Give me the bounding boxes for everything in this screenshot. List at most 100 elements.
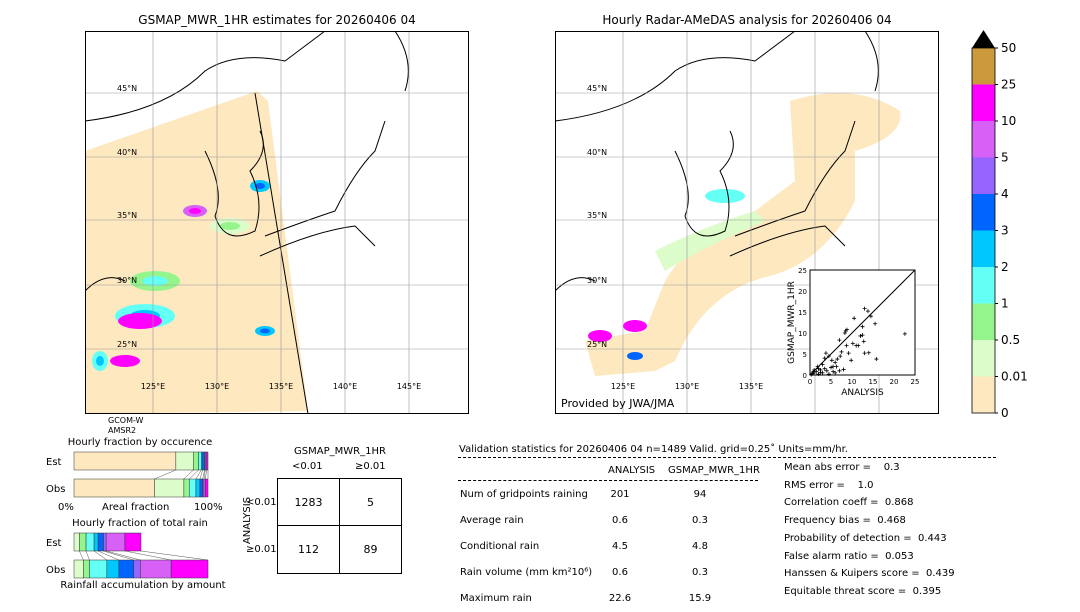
scatter-point (874, 357, 879, 362)
stat-value: 4.5 (612, 541, 628, 552)
map-frame (555, 31, 939, 414)
score-line: Correlation coeff = 0.868 (784, 497, 914, 509)
col-label: <0.01 (292, 461, 323, 472)
lon-label: 145°E (397, 382, 421, 391)
scatter-point (809, 372, 814, 377)
colorbar-extend-arrow (972, 30, 995, 48)
col-gsmap: GSMAP_MWR_1HR (668, 465, 760, 476)
scatter-inset: 0 5 10 15 20 25 0 5 10 15 20 25 ANALYSIS GSMAP_MWR_1H… (787, 267, 920, 398)
coastline (555, 31, 879, 292)
scatter-point (829, 365, 833, 370)
scatter-point (852, 316, 857, 321)
rain-blob (588, 330, 612, 342)
stat-value: 0.3 (692, 567, 708, 578)
connector-line (106, 550, 141, 561)
connector-line (205, 469, 207, 480)
category-label: Est (46, 457, 62, 468)
scatter-point (860, 333, 865, 338)
scatter-point (818, 370, 823, 375)
row-label: ≥0.01 (246, 544, 277, 555)
y-tick-label: 20 (798, 288, 807, 296)
connector-line (183, 469, 194, 480)
y-tick-label: 0 (803, 372, 807, 380)
scatter-point (862, 306, 867, 311)
colorbar-segment (972, 267, 995, 304)
scatter-point (834, 364, 839, 369)
scatter-point (824, 368, 829, 373)
fraction-segment (79, 532, 87, 552)
scatter-point (833, 360, 838, 365)
x-tick-label: 5 (829, 378, 833, 386)
col-analysis: ANALYSIS (608, 465, 656, 476)
fraction-segment (175, 451, 194, 471)
colorbar-segment (972, 340, 995, 377)
fraction-segment (89, 559, 108, 579)
scatter-point (837, 338, 842, 343)
y-tick-label: 15 (798, 309, 807, 317)
fraction-segment (97, 532, 104, 552)
stat-value: 201 (610, 489, 630, 500)
x-tick-label: 0 (808, 378, 812, 386)
colorbar-label: 50 (1001, 41, 1016, 55)
rain-core (129, 317, 151, 325)
lat-label: 35°N (117, 211, 137, 220)
cell-false-alarm: 5 (339, 478, 402, 526)
scatter-point (820, 370, 825, 375)
lat-label: 30°N (117, 276, 137, 285)
scatter-point (866, 350, 871, 355)
radar-coverage (585, 93, 901, 376)
connector-line (203, 469, 206, 480)
score-line: Mean abs error = 0.3 (784, 462, 900, 473)
scatter-point (831, 369, 836, 374)
stat-label: Conditional rain (460, 541, 540, 552)
scatter-point (838, 354, 843, 359)
x-tick-label: 20 (890, 378, 899, 386)
scatter-point (837, 368, 842, 373)
cell-miss: 112 (277, 525, 340, 574)
lat-label: 25°N (587, 340, 607, 349)
fraction-segment (103, 532, 107, 552)
scatter-point (868, 314, 873, 319)
scatter-point (822, 366, 827, 371)
x-tick-label: 25 (911, 378, 920, 386)
stat-value: 94 (693, 489, 707, 500)
scatter-point (844, 327, 849, 332)
scatter-point (826, 372, 831, 377)
lon-label: 125°E (141, 382, 165, 391)
divider (458, 457, 996, 458)
y-tick-label: 5 (803, 351, 807, 359)
stat-label: Rain volume (mm km²10⁶) (460, 567, 593, 578)
colorbar-label: 25 (1001, 78, 1016, 92)
stat-value: 0.6 (612, 567, 628, 578)
scatter-point (860, 324, 865, 329)
scatter-point (842, 331, 847, 335)
scatter-point (826, 354, 831, 359)
colorbar-segment (972, 121, 995, 158)
stats-header: Validation statistics for 20260406 04 n=… (459, 444, 848, 455)
category-label: Obs (46, 484, 65, 495)
y-axis-label: GSMAP_MWR_1HR (787, 281, 797, 364)
scatter-point (850, 341, 855, 346)
scatter-point (862, 351, 867, 356)
fraction-segment (140, 559, 172, 579)
fraction-segment (85, 532, 95, 552)
fraction-segment (154, 478, 185, 498)
areal-fraction-label: Areal fraction (102, 502, 170, 513)
scatter-point (833, 370, 838, 375)
total-rain-chart: Est Obs (46, 532, 209, 579)
tick-0pct: 0% (58, 502, 74, 513)
rain-core (220, 222, 240, 230)
left-map-title: GSMAP_MWR_1HR estimates for 20260406 04 (138, 13, 416, 27)
x-tick-label: 15 (869, 378, 878, 386)
swath (85, 91, 308, 414)
rain-blob (705, 189, 745, 203)
lon-label: 125°E (611, 382, 635, 391)
rain-core (255, 183, 265, 189)
colorbar: 0 0.01 0.5 1 2 3 4 5 10 25 50 (971, 30, 1028, 420)
connector-line (195, 469, 202, 480)
scatter-point (846, 351, 851, 356)
lon-label: 130°E (205, 382, 229, 391)
map-frame (85, 31, 469, 414)
connector-line (85, 550, 90, 561)
